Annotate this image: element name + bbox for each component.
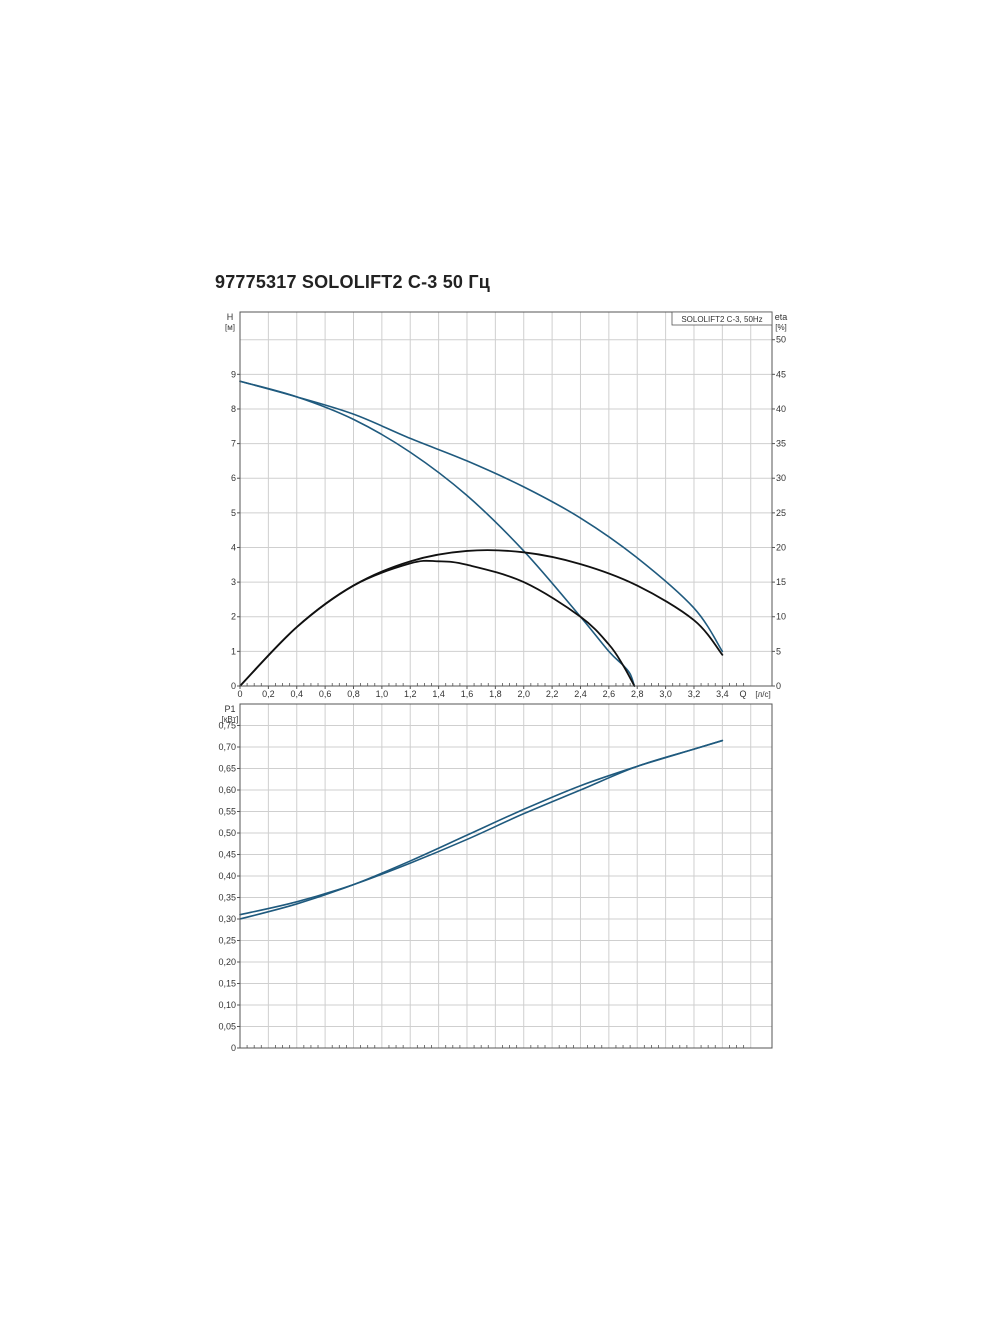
y2-tick-label: 30 — [776, 473, 786, 483]
legend-box — [671, 311, 773, 326]
y-tick-label: 4 — [231, 542, 236, 552]
y2-axis-label: eta — [775, 312, 788, 322]
power-plot-frame — [239, 703, 773, 1049]
x-tick-label: 1,8 — [489, 689, 502, 699]
x-tick-label: 2,2 — [546, 689, 559, 699]
y-tick-label: 9 — [231, 369, 236, 379]
p-tick-label: 0,30 — [218, 914, 236, 924]
power-curve-2 — [239, 739, 724, 920]
efficiency-curve-4 — [239, 559, 636, 687]
p-axis-label: P1 — [224, 704, 235, 714]
x-tick-label: 1,2 — [404, 689, 417, 699]
y2-axis-unit: [%] — [775, 323, 787, 332]
x-tick-label: 3,4 — [716, 689, 729, 699]
frame-layer — [237, 311, 775, 1049]
x-axis-label: Q — [739, 689, 746, 699]
y-tick-label: 2 — [231, 612, 236, 622]
y2-tick-label: 40 — [776, 404, 786, 414]
p-tick-label: 0 — [231, 1043, 236, 1053]
y-tick-label: 5 — [231, 508, 236, 518]
y-axis-unit: [м] — [225, 323, 235, 332]
p-tick-label: 0,35 — [218, 893, 236, 903]
p-tick-label: 0,10 — [218, 1000, 236, 1010]
y2-tick-label: 35 — [776, 439, 786, 449]
y2-tick-label: 15 — [776, 577, 786, 587]
p-tick-label: 0,05 — [218, 1022, 236, 1032]
legend-label: SOLOLIFT2 C-3, 50Hz — [681, 315, 762, 324]
curve-layer — [239, 380, 724, 920]
p-tick-label: 0,45 — [218, 850, 236, 860]
p-tick-label: 0,20 — [218, 957, 236, 967]
x-axis-unit: [л/с] — [755, 690, 770, 699]
x-tick-label: 2,8 — [631, 689, 644, 699]
y2-tick-label: 10 — [776, 612, 786, 622]
y-tick-label: 0 — [231, 681, 236, 691]
power-curve-1 — [239, 739, 724, 916]
x-tick-label: 0,2 — [262, 689, 275, 699]
x-tick-label: 3,0 — [659, 689, 672, 699]
y2-tick-label: 50 — [776, 335, 786, 345]
y-axis-label: H — [227, 312, 234, 322]
y-tick-label: 6 — [231, 473, 236, 483]
y2-tick-label: 5 — [776, 646, 781, 656]
y2-tick-label: 20 — [776, 542, 786, 552]
x-tick-label: 2,0 — [517, 689, 530, 699]
p-tick-label: 0,55 — [218, 807, 236, 817]
y-tick-label: 8 — [231, 404, 236, 414]
x-tick-label: 0 — [237, 689, 242, 699]
y2-tick-label: 45 — [776, 369, 786, 379]
p-tick-label: 0,75 — [218, 721, 236, 731]
p-tick-label: 0,50 — [218, 828, 236, 838]
x-tick-label: 1,0 — [376, 689, 389, 699]
p-tick-label: 0,25 — [218, 936, 236, 946]
x-tick-label: 2,4 — [574, 689, 587, 699]
head-curve-1 — [239, 380, 724, 653]
p-axis-unit: [кВт] — [222, 715, 239, 724]
x-tick-label: 1,6 — [461, 689, 474, 699]
x-tick-label: 1,4 — [432, 689, 445, 699]
efficiency-curve-3 — [239, 549, 724, 687]
p-tick-label: 0,60 — [218, 785, 236, 795]
y-tick-label: 1 — [231, 646, 236, 656]
head-plot-frame — [239, 311, 773, 687]
p-tick-label: 0,70 — [218, 742, 236, 752]
y-tick-label: 7 — [231, 439, 236, 449]
p-tick-label: 0,40 — [218, 871, 236, 881]
x-tick-label: 0,6 — [319, 689, 332, 699]
page-title: 97775317 SOLOLIFT2 C-3 50 Гц — [215, 272, 490, 292]
x-tick-label: 2,6 — [603, 689, 616, 699]
x-tick-label: 0,4 — [290, 689, 303, 699]
x-tick-label: 0,8 — [347, 689, 360, 699]
head-curve-2 — [239, 380, 636, 687]
p-tick-label: 0,65 — [218, 764, 236, 774]
p-tick-label: 0,15 — [218, 979, 236, 989]
y2-tick-label: 0 — [776, 681, 781, 691]
y2-tick-label: 25 — [776, 508, 786, 518]
x-tick-label: 3,2 — [688, 689, 701, 699]
y-tick-label: 3 — [231, 577, 236, 587]
grid-layer — [240, 312, 772, 1048]
